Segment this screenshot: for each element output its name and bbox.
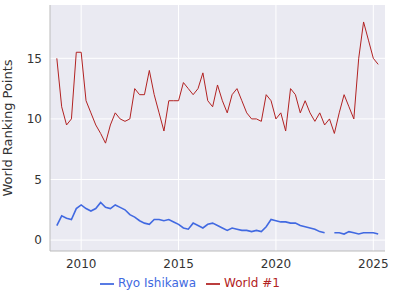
html-text:Ryo Ishikawa: Ryo Ishikawa [118, 276, 196, 290]
svg-text:0: 0 [34, 233, 42, 247]
svg-text:10: 10 [27, 112, 42, 126]
html-text:World #1: World #1 [224, 276, 280, 290]
svg-text:5: 5 [34, 173, 42, 187]
svg-text:2015: 2015 [163, 257, 194, 271]
svg-text:2020: 2020 [261, 257, 292, 271]
svg-text:World Ranking Points: World Ranking Points [8, 59, 15, 196]
svg-text:2010: 2010 [66, 257, 97, 271]
svg-text:15: 15 [27, 52, 42, 66]
svg-text:2025: 2025 [358, 257, 389, 271]
